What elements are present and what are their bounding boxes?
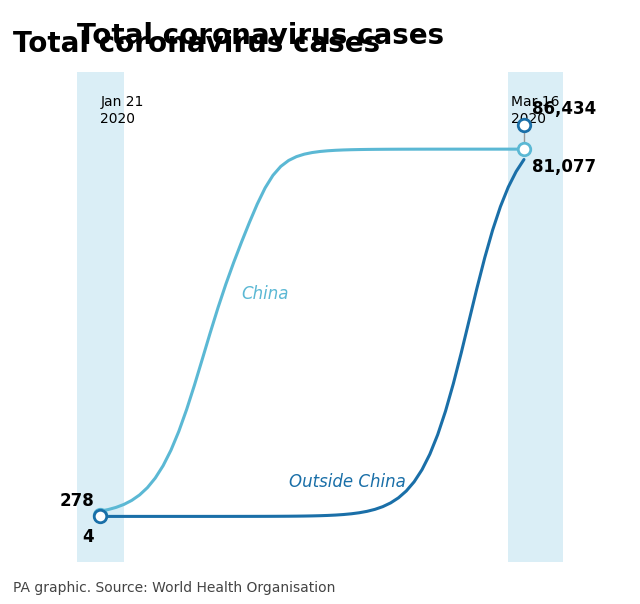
Text: Total coronavirus cases: Total coronavirus cases [13, 30, 380, 58]
Text: 4: 4 [83, 528, 94, 546]
Text: 278: 278 [60, 492, 94, 510]
Text: PA graphic. Source: World Health Organisation: PA graphic. Source: World Health Organis… [13, 581, 335, 595]
Bar [508, 72, 563, 562]
Text: Mar 16
2020: Mar 16 2020 [511, 95, 559, 126]
Text: Jan 21
2020: Jan 21 2020 [100, 95, 144, 126]
Text: China: China [241, 285, 289, 303]
Bar [77, 72, 124, 562]
Text: 86,434: 86,434 [532, 100, 596, 118]
Text: Outside China: Outside China [289, 473, 406, 491]
Text: Total coronavirus cases: Total coronavirus cases [77, 22, 444, 50]
Text: 81,077: 81,077 [532, 158, 596, 176]
